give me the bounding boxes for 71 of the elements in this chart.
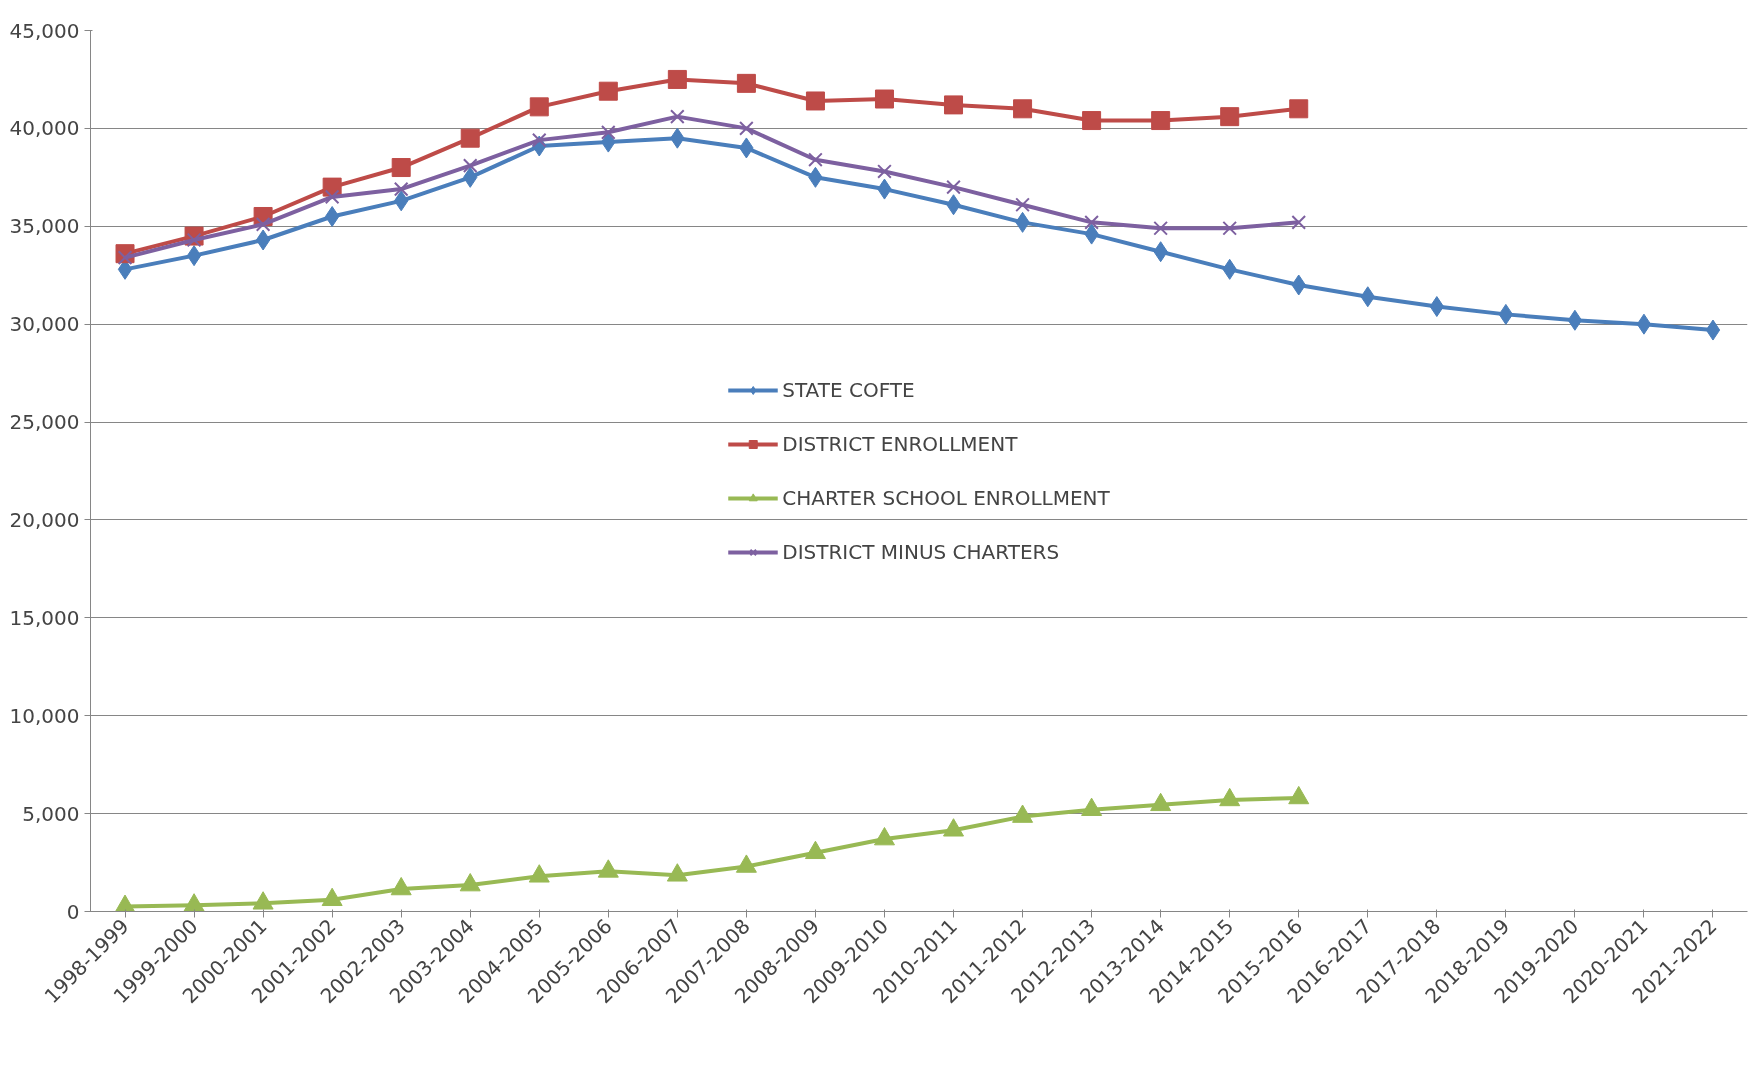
point bbox=[1288, 785, 1310, 805]
point bbox=[600, 124, 616, 140]
point bbox=[1151, 111, 1171, 131]
point bbox=[186, 232, 202, 248]
point bbox=[531, 132, 547, 148]
point bbox=[1084, 215, 1099, 230]
point bbox=[462, 158, 478, 173]
point bbox=[1705, 319, 1721, 341]
point bbox=[183, 893, 205, 912]
y-tick-label: 45,000 bbox=[9, 18, 80, 43]
point bbox=[1081, 797, 1103, 816]
point bbox=[873, 827, 895, 846]
point bbox=[739, 121, 754, 136]
point bbox=[324, 205, 340, 227]
y-tick-label: 40,000 bbox=[9, 116, 80, 141]
point bbox=[1153, 220, 1169, 236]
point bbox=[391, 158, 411, 178]
y-tick-label: 15,000 bbox=[9, 605, 80, 630]
point bbox=[1015, 197, 1030, 213]
y-tick-label: 25,000 bbox=[9, 410, 80, 435]
y-tick-label: 0 bbox=[66, 899, 80, 924]
legend-label: STATE COFTE bbox=[782, 377, 915, 402]
legend-label: DISTRICT MINUS CHARTERS bbox=[782, 539, 1060, 564]
point bbox=[1567, 309, 1583, 331]
point bbox=[1013, 99, 1033, 119]
legend-label: CHARTER SCHOOL ENROLLMENT bbox=[782, 485, 1110, 510]
point bbox=[324, 189, 340, 205]
point bbox=[1219, 787, 1241, 807]
point bbox=[736, 73, 756, 93]
point bbox=[1012, 804, 1034, 823]
point bbox=[1289, 99, 1309, 119]
point bbox=[1291, 215, 1307, 230]
point bbox=[808, 152, 823, 168]
point bbox=[459, 873, 481, 892]
point bbox=[390, 876, 412, 896]
point bbox=[667, 69, 687, 89]
point bbox=[1636, 313, 1652, 335]
point bbox=[528, 864, 550, 883]
legend-label: DISTRICT ENROLLMENT bbox=[782, 431, 1018, 456]
point bbox=[252, 891, 274, 910]
point bbox=[597, 859, 619, 878]
point bbox=[735, 854, 757, 873]
point bbox=[944, 95, 964, 115]
point bbox=[1222, 220, 1238, 236]
point bbox=[255, 229, 271, 251]
point bbox=[946, 179, 961, 195]
y-tick-label: 30,000 bbox=[9, 312, 80, 337]
point bbox=[669, 109, 685, 125]
point bbox=[943, 818, 965, 837]
y-tick-label: 5,000 bbox=[22, 801, 80, 826]
y-tick-label: 20,000 bbox=[9, 507, 80, 532]
point bbox=[321, 887, 343, 907]
point bbox=[874, 89, 894, 109]
point bbox=[805, 91, 825, 111]
point bbox=[255, 216, 271, 232]
point bbox=[117, 250, 133, 265]
point bbox=[1082, 111, 1102, 131]
point bbox=[393, 181, 409, 197]
point bbox=[877, 164, 892, 179]
point bbox=[598, 81, 618, 101]
point bbox=[1220, 107, 1240, 127]
point bbox=[186, 245, 202, 267]
point bbox=[666, 863, 688, 882]
point bbox=[1150, 792, 1172, 812]
point bbox=[529, 97, 549, 117]
y-tick-label: 10,000 bbox=[9, 703, 80, 728]
point bbox=[114, 894, 136, 912]
point bbox=[1498, 303, 1514, 325]
point bbox=[804, 840, 826, 860]
y-tick-label: 35,000 bbox=[9, 214, 80, 239]
point bbox=[460, 128, 480, 148]
